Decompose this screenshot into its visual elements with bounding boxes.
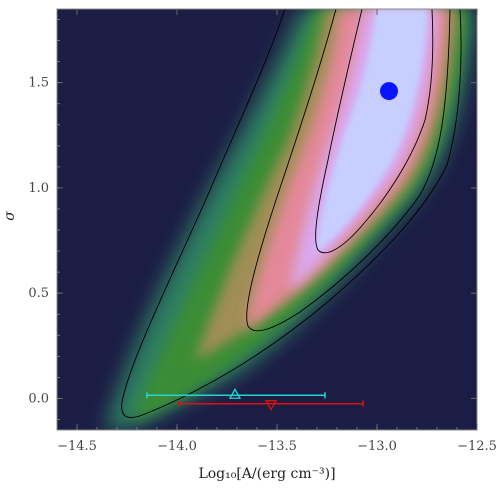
axes: −14.5 −14.0 −13.5 −13.0 −12.5 0.0 0.5 1.0 1.5 <box>28 9 497 454</box>
error-bar-triangle-down <box>178 400 364 412</box>
x-axis-label: Log₁₀[A/(erg cm⁻³)] <box>198 466 335 482</box>
x-tick-label: −12.5 <box>457 439 497 454</box>
contour-line-inner-2 <box>315 9 434 254</box>
x-tick-label: −13.5 <box>257 439 297 454</box>
x-tick-label: −14.5 <box>57 439 97 454</box>
best-fit-point <box>380 82 398 101</box>
plot-frame <box>56 8 478 431</box>
x-tick-label: −14.0 <box>157 439 197 454</box>
data-marks <box>146 82 398 412</box>
triangle-up-marker <box>228 387 242 399</box>
triangle-down-marker <box>264 400 278 412</box>
y-tick-label: 0.0 <box>28 391 49 406</box>
error-bar-triangle-up <box>146 387 326 399</box>
y-tick-label: 1.0 <box>28 181 49 196</box>
contour-line-outer <box>121 9 462 418</box>
y-tick-label: 1.5 <box>28 76 49 91</box>
contour-line-inner-1 <box>246 9 451 332</box>
x-tick-label: −13.0 <box>357 439 397 454</box>
y-tick-label: 0.5 <box>28 286 49 301</box>
heat-region-peak <box>316 9 428 250</box>
y-axis-label: σ <box>2 211 18 221</box>
